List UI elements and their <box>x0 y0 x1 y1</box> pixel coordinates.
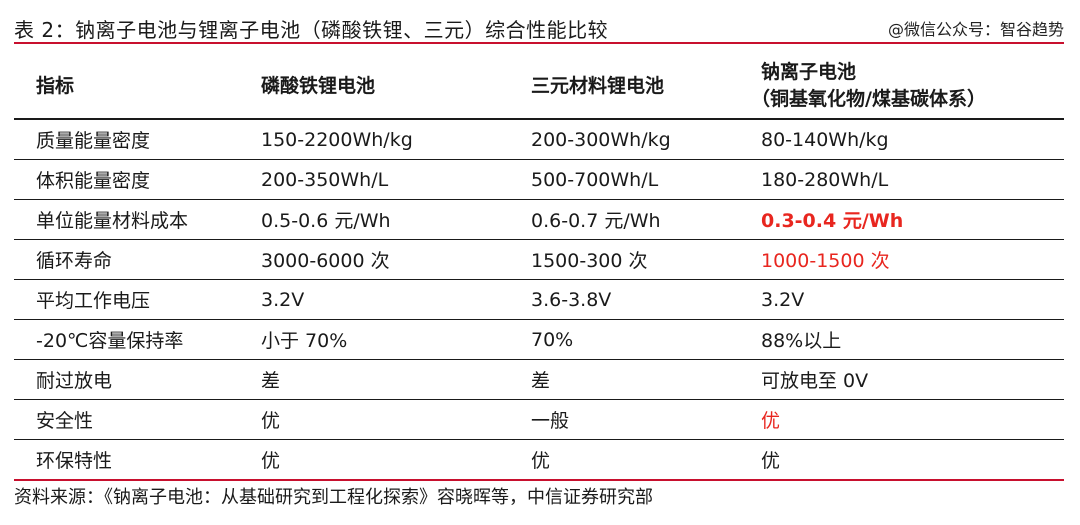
cell-indicator: 循环寿命 <box>14 239 239 280</box>
cell-indicator: 环保特性 <box>14 439 239 481</box>
table-row: 环保特性 优 优 优 <box>14 439 1064 481</box>
cell-sodium: 可放电至 0V <box>739 359 1064 400</box>
table-row: 安全性 优 一般 优 <box>14 399 1064 440</box>
cell-indicator: 平均工作电压 <box>14 279 239 320</box>
comparison-table: 指标 磷酸铁锂电池 三元材料锂电池 钠离子电池 （铜基氧化物/煤基碳体系） 质量… <box>14 50 1064 481</box>
cell-sodium-highlight: 优 <box>739 399 1064 440</box>
cell-lfp: 优 <box>239 399 509 440</box>
header-lfp: 磷酸铁锂电池 <box>239 50 509 120</box>
source-note: 资料来源：《钠离子电池：从基础研究到工程化探索》容晓晖等，中信证券研究部 <box>14 487 653 508</box>
table-row: -20℃容量保持率 小于 70% 70% 88%以上 <box>14 319 1064 360</box>
header-sodium: 钠离子电池 （铜基氧化物/煤基碳体系） <box>739 50 1064 120</box>
cell-indicator: 质量能量密度 <box>14 119 239 160</box>
cell-sodium-highlight: 1000-1500 次 <box>739 239 1064 280</box>
cell-indicator: 单位能量材料成本 <box>14 199 239 240</box>
cell-lfp: 3000-6000 次 <box>239 239 509 280</box>
cell-indicator: 耐过放电 <box>14 359 239 400</box>
cell-ternary: 0.6-0.7 元/Wh <box>509 199 739 240</box>
cell-indicator: 体积能量密度 <box>14 159 239 200</box>
header-row: 指标 磷酸铁锂电池 三元材料锂电池 钠离子电池 （铜基氧化物/煤基碳体系） <box>14 50 1064 120</box>
cell-sodium: 3.2V <box>739 279 1064 320</box>
cell-lfp: 优 <box>239 439 509 481</box>
cell-ternary: 优 <box>509 439 739 481</box>
watermark: @微信公众号：智谷趋势 <box>887 20 1064 39</box>
table-row: 单位能量材料成本 0.5-0.6 元/Wh 0.6-0.7 元/Wh 0.3-0… <box>14 199 1064 240</box>
cell-lfp: 小于 70% <box>239 319 509 360</box>
cell-lfp: 3.2V <box>239 279 509 320</box>
cell-lfp: 差 <box>239 359 509 400</box>
header-sodium-title: 钠离子电池 <box>761 61 857 83</box>
cell-sodium: 88%以上 <box>739 319 1064 360</box>
cell-lfp: 200-350Wh/L <box>239 159 509 200</box>
cell-lfp: 150-2200Wh/kg <box>239 119 509 160</box>
title-divider <box>14 42 1064 44</box>
cell-ternary: 500-700Wh/L <box>509 159 739 200</box>
header-indicator: 指标 <box>14 50 239 120</box>
table-row: 平均工作电压 3.2V 3.6-3.8V 3.2V <box>14 279 1064 320</box>
table-row: 体积能量密度 200-350Wh/L 500-700Wh/L 180-280Wh… <box>14 159 1064 200</box>
cell-ternary: 200-300Wh/kg <box>509 119 739 160</box>
table-row: 质量能量密度 150-2200Wh/kg 200-300Wh/kg 80-140… <box>14 119 1064 160</box>
title-bar: 表 2：钠离子电池与锂离子电池（磷酸铁锂、三元）综合性能比较 @微信公众号：智谷… <box>14 10 1064 42</box>
table-title: 表 2：钠离子电池与锂离子电池（磷酸铁锂、三元）综合性能比较 <box>14 18 609 42</box>
header-ternary: 三元材料锂电池 <box>509 50 739 120</box>
cell-indicator: -20℃容量保持率 <box>14 319 239 360</box>
cell-ternary: 70% <box>509 319 739 360</box>
table-body: 质量能量密度 150-2200Wh/kg 200-300Wh/kg 80-140… <box>14 119 1064 481</box>
cell-ternary: 差 <box>509 359 739 400</box>
table-row: 循环寿命 3000-6000 次 1500-300 次 1000-1500 次 <box>14 239 1064 280</box>
header-sodium-subtitle: （铜基氧化物/煤基碳体系） <box>751 88 986 110</box>
cell-lfp: 0.5-0.6 元/Wh <box>239 199 509 240</box>
table-row: 耐过放电 差 差 可放电至 0V <box>14 359 1064 400</box>
cell-indicator: 安全性 <box>14 399 239 440</box>
cell-sodium: 优 <box>739 439 1064 481</box>
cell-ternary: 3.6-3.8V <box>509 279 739 320</box>
cell-ternary: 1500-300 次 <box>509 239 739 280</box>
cell-ternary: 一般 <box>509 399 739 440</box>
table-header: 指标 磷酸铁锂电池 三元材料锂电池 钠离子电池 （铜基氧化物/煤基碳体系） <box>14 50 1064 120</box>
cell-sodium: 180-280Wh/L <box>739 159 1064 200</box>
cell-sodium-highlight: 0.3-0.4 元/Wh <box>739 199 1064 240</box>
cell-sodium: 80-140Wh/kg <box>739 119 1064 160</box>
